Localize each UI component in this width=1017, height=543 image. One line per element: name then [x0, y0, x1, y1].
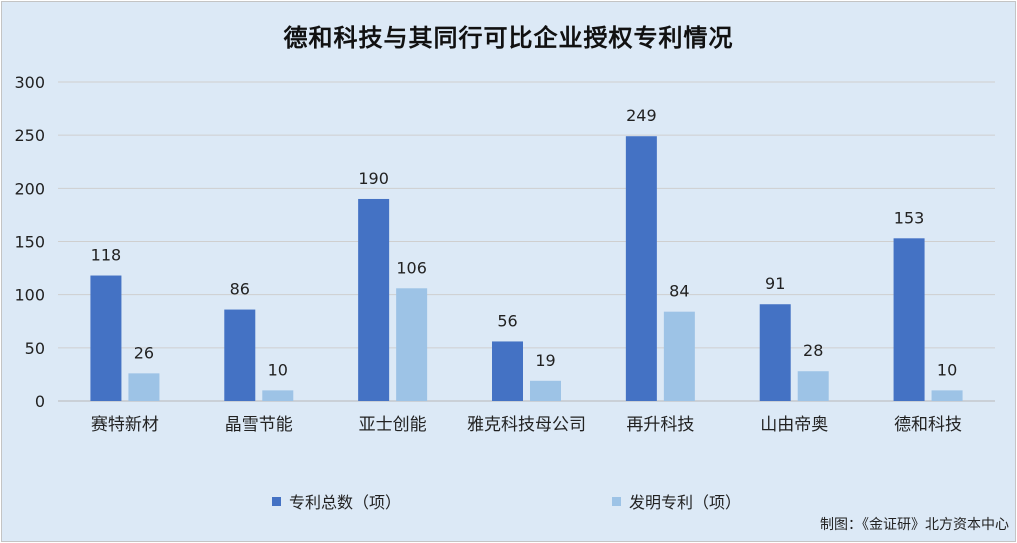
data-label: 249 [626, 106, 657, 125]
legend-item-total: 专利总数（项） [272, 489, 401, 513]
x-tick-label: 德和科技 [894, 415, 962, 435]
x-tick-label: 晶雪节能 [225, 415, 293, 435]
y-tick-label: 100 [14, 286, 45, 305]
bar [893, 238, 925, 401]
data-label: 106 [396, 258, 427, 277]
y-tick-label: 0 [35, 392, 45, 411]
legend-label-total: 专利总数（项） [289, 493, 402, 512]
y-tick-label: 50 [25, 339, 45, 358]
bar [396, 288, 428, 401]
y-tick-label: 150 [14, 233, 45, 252]
data-label: 10 [268, 360, 288, 379]
data-label: 84 [669, 282, 689, 301]
data-label: 86 [230, 280, 250, 299]
bar [625, 136, 657, 402]
data-label: 19 [535, 351, 555, 370]
x-tick-label: 亚士创能 [359, 415, 427, 435]
data-label: 56 [497, 311, 517, 330]
data-label: 153 [894, 208, 925, 227]
data-label: 118 [91, 246, 122, 265]
y-tick-label: 200 [14, 179, 45, 198]
data-label: 28 [803, 341, 823, 360]
x-tick-label: 雅克科技母公司 [467, 415, 586, 435]
y-tick-label: 300 [14, 73, 45, 92]
y-tick-label: 250 [14, 126, 45, 145]
bar [931, 390, 963, 401]
legend-swatch-total [272, 496, 281, 506]
bar [224, 309, 256, 401]
legend-swatch-invention [612, 496, 621, 506]
bar [128, 373, 160, 401]
bar [759, 304, 791, 401]
bar [530, 380, 561, 401]
bar [90, 275, 122, 401]
data-label: 26 [134, 343, 154, 362]
bar [663, 311, 695, 401]
x-tick-label: 山由帝奥 [760, 415, 828, 435]
bar [262, 390, 294, 401]
legend-item-invention: 发明专利（项） [612, 489, 741, 513]
data-label: 10 [937, 360, 957, 379]
bar [797, 371, 829, 401]
chart-title: 德和科技与其同行可比企业授权专利情况 [283, 24, 734, 52]
source-credit: 制图：《金证研》北方资本中心 [820, 517, 1009, 533]
bar [358, 198, 390, 401]
data-label: 91 [765, 274, 785, 293]
x-tick-label: 再升科技 [626, 415, 694, 435]
x-tick-label: 赛特新材 [91, 414, 159, 435]
legend-label-invention: 发明专利（项） [629, 493, 742, 512]
data-label: 190 [358, 169, 389, 188]
bar [492, 341, 523, 401]
